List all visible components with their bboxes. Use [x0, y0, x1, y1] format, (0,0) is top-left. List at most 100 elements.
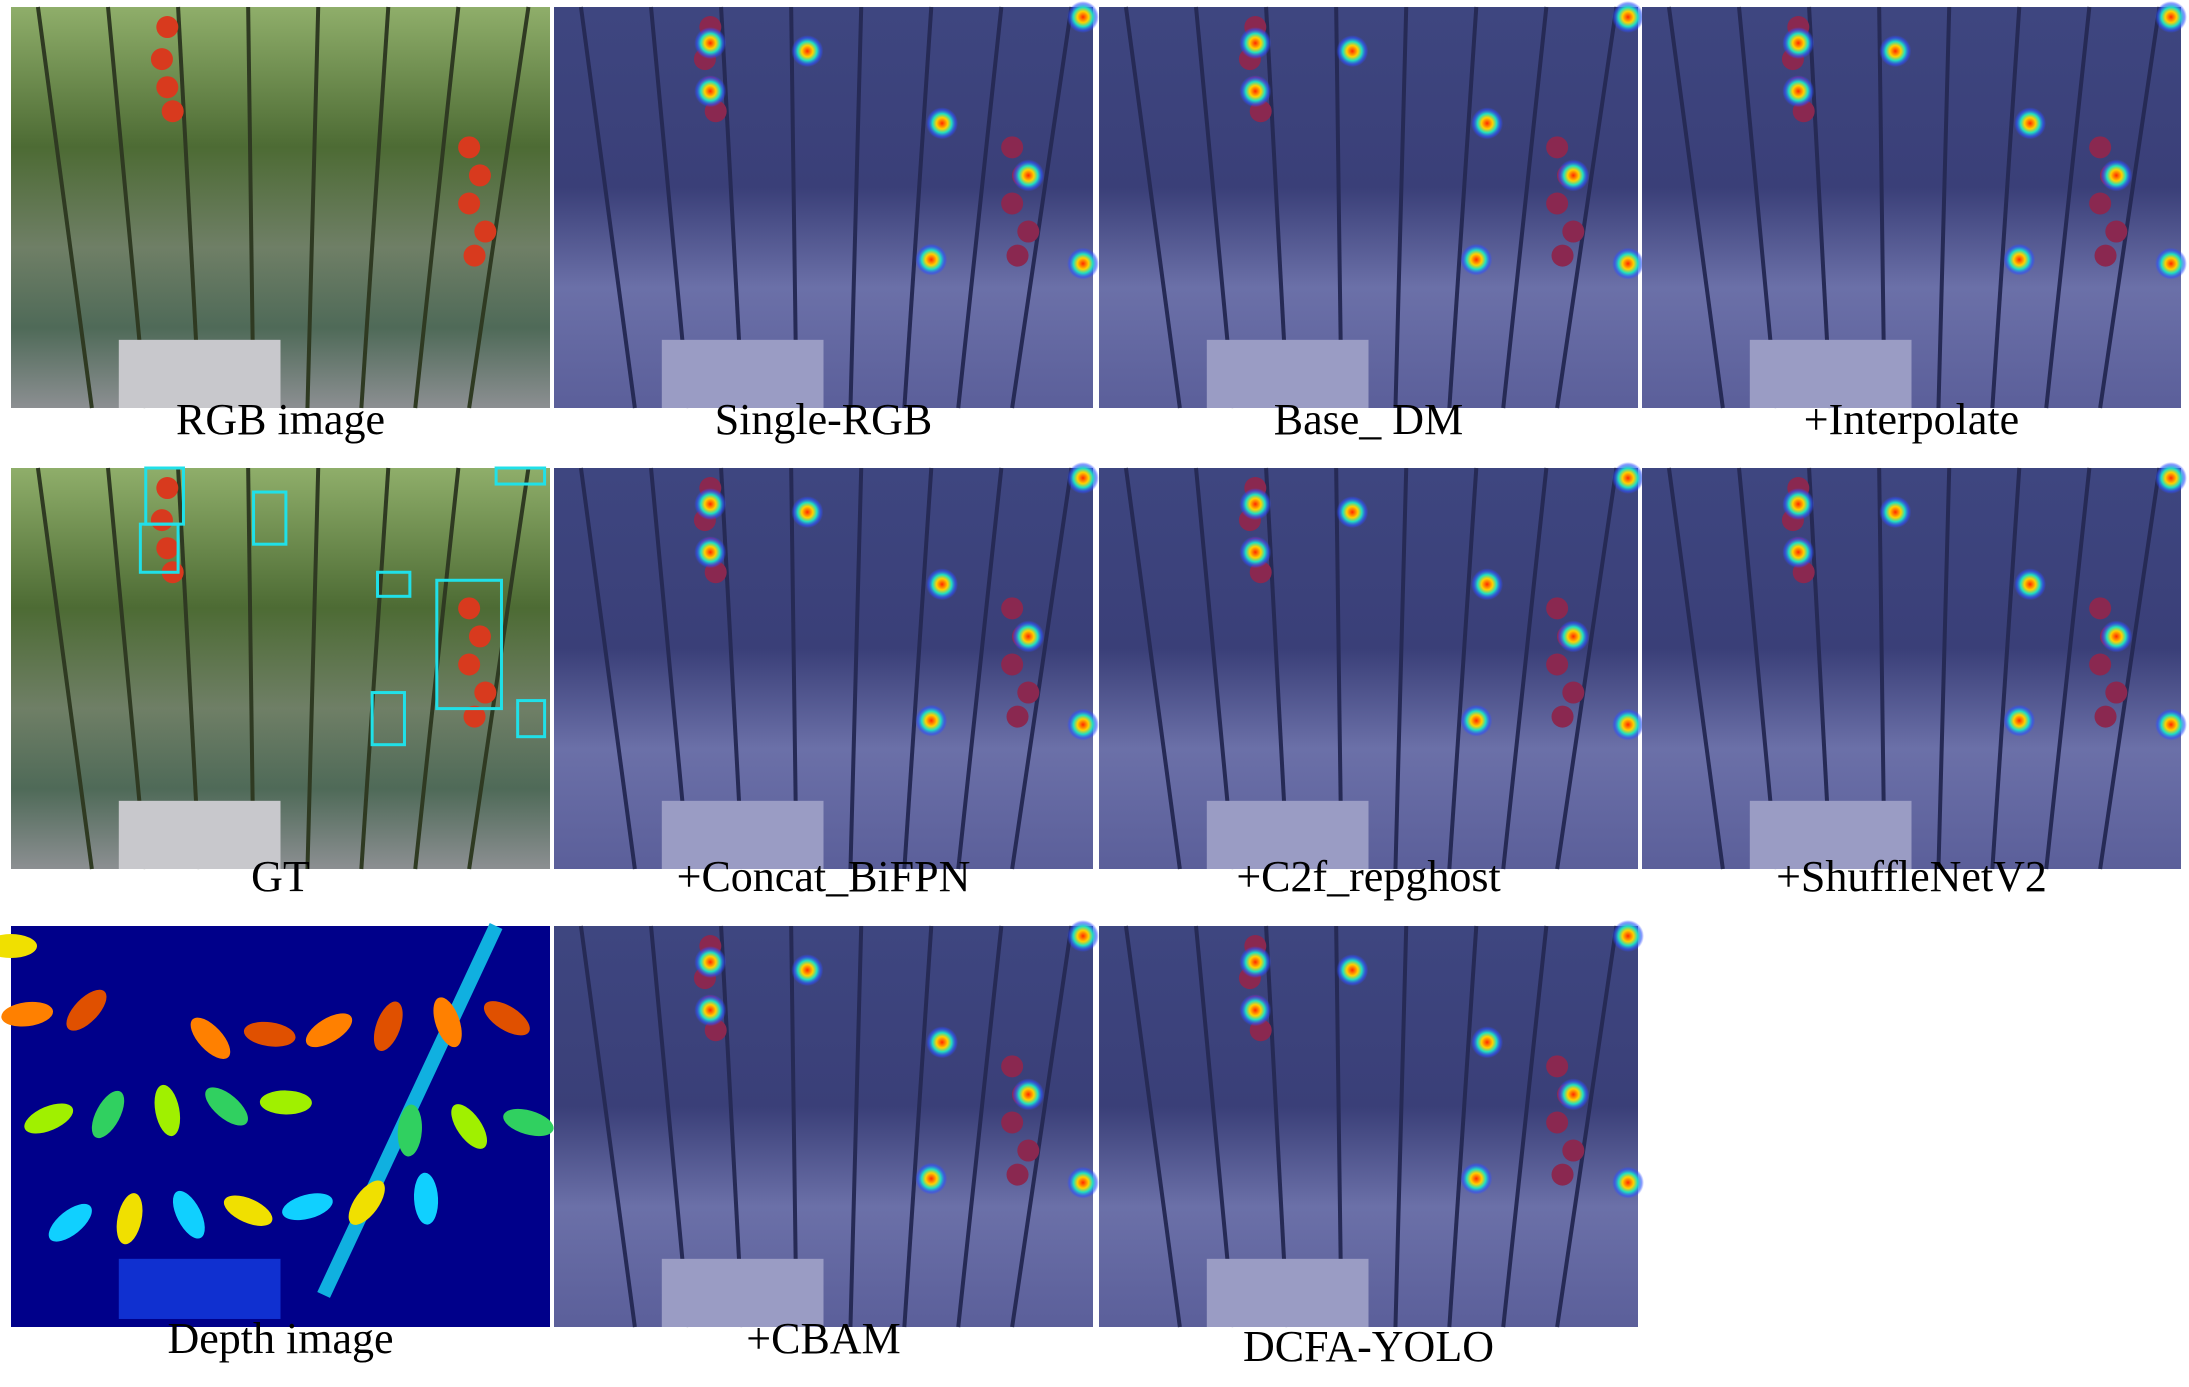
plant-stem: [902, 467, 934, 870]
depth-leaf: [259, 1090, 312, 1115]
activation: [1012, 1078, 1045, 1111]
depth-leaf: [243, 1021, 296, 1047]
depth-leaf: [172, 1190, 205, 1239]
tomato: [2089, 597, 2112, 620]
plant-stem: [1010, 6, 1074, 409]
caption: GT: [251, 852, 310, 901]
plant-stem: [956, 467, 1004, 870]
gt-box: [516, 699, 547, 739]
plant-stem: [578, 925, 637, 1328]
plant-stem: [1447, 467, 1479, 870]
caption: DCFA-YOLO: [1243, 1322, 1494, 1371]
plant-stem: [578, 467, 637, 870]
tomato: [2094, 244, 2117, 267]
caption: +Interpolate: [1804, 395, 2019, 444]
depth-leaf: [66, 989, 107, 1031]
activation: [1012, 620, 1045, 653]
activation: [1471, 1026, 1504, 1059]
activation: [1239, 946, 1272, 979]
plant-stem: [848, 467, 864, 870]
tomato: [1001, 653, 1024, 676]
activation: [791, 35, 824, 68]
activation: [1239, 536, 1272, 569]
tomato: [1006, 244, 1029, 267]
activation: [2100, 159, 2133, 192]
activation: [2155, 247, 2187, 280]
depth-leaf: [305, 1013, 353, 1048]
depth-leaf: [116, 1193, 143, 1245]
plant-stem: [1666, 6, 1725, 409]
depth-leaf: [397, 1104, 422, 1157]
activation: [926, 107, 959, 140]
plant-stem: [2098, 467, 2162, 870]
activation: [1067, 1166, 1099, 1199]
tomato: [150, 48, 173, 71]
depth-leaf: [1, 1001, 54, 1027]
depth-leaf: [373, 1001, 403, 1052]
depth-leaf: [24, 1103, 74, 1134]
tomato: [1551, 244, 1574, 267]
depth-leaf: [48, 1203, 92, 1242]
plant-stem: [848, 6, 864, 409]
plant-stem: [1010, 925, 1074, 1328]
tomato: [1546, 192, 1569, 215]
panel: GT: [11, 466, 550, 901]
robot-depth: [118, 1258, 281, 1319]
tomato: [463, 244, 486, 267]
tomato: [1001, 1055, 1024, 1078]
plant-stem: [902, 925, 934, 1328]
plant-stem: [413, 6, 461, 409]
activation: [2155, 462, 2187, 494]
panel: Single-RGB: [554, 1, 1099, 444]
panel: DCFA-YOLO: [1099, 920, 1644, 1371]
tomato: [1562, 220, 1585, 243]
plant-stem: [1123, 467, 1182, 870]
tomato: [1006, 1163, 1029, 1186]
caption: Single-RGB: [715, 395, 933, 444]
plant-stem: [1393, 925, 1409, 1328]
plant-stem: [1555, 467, 1619, 870]
tomato: [1546, 1055, 1569, 1078]
plant-stem: [902, 6, 934, 409]
caption: +Concat_BiFPN: [677, 852, 971, 901]
depth-leaf: [348, 1180, 385, 1225]
tomato: [1546, 597, 1569, 620]
tomato: [150, 509, 173, 532]
plant-stem: [956, 925, 1004, 1328]
plant-stem: [848, 925, 864, 1328]
plant-stem: [467, 467, 531, 870]
activation: [1239, 994, 1272, 1027]
caption: +ShuffleNetV2: [1776, 852, 2047, 901]
gt-box: [252, 490, 288, 546]
tomato: [2105, 220, 2128, 243]
tomato: [468, 164, 491, 187]
tomato: [1546, 653, 1569, 676]
tomato: [1001, 1111, 1024, 1134]
activation: [1067, 247, 1099, 280]
activation: [2003, 704, 2036, 737]
activation: [1067, 708, 1099, 741]
depth-leaf: [223, 1195, 273, 1226]
robot: [1206, 1258, 1369, 1327]
plant-stem: [1666, 467, 1725, 870]
tomato: [468, 625, 491, 648]
plant-stem: [1936, 467, 1952, 870]
tomato: [1001, 192, 1024, 215]
panel: +CBAM: [554, 920, 1099, 1363]
activation: [694, 994, 727, 1027]
activation: [1067, 920, 1099, 952]
activation: [1612, 1, 1644, 33]
tomato: [1546, 1111, 1569, 1134]
activation: [1460, 243, 1493, 276]
caption: +CBAM: [746, 1314, 900, 1363]
plant-stem: [1501, 6, 1549, 409]
tomato: [1001, 597, 1024, 620]
depth-leaf: [91, 1090, 125, 1139]
depth-leaf: [451, 1104, 488, 1149]
robot: [1749, 339, 1912, 408]
tomato: [1551, 1163, 1574, 1186]
activation: [1612, 920, 1644, 952]
depth-leaf: [205, 1087, 248, 1126]
tomato: [474, 220, 497, 243]
